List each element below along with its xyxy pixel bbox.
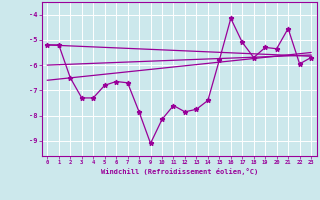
X-axis label: Windchill (Refroidissement éolien,°C): Windchill (Refroidissement éolien,°C) bbox=[100, 168, 258, 175]
